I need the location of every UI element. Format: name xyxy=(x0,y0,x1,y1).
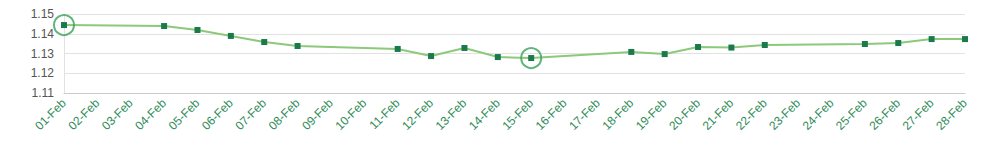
svg-text:24-Feb: 24-Feb xyxy=(800,96,837,133)
svg-text:17-Feb: 17-Feb xyxy=(566,96,603,133)
svg-text:10-Feb: 10-Feb xyxy=(333,96,370,133)
svg-text:27-Feb: 27-Feb xyxy=(900,96,937,133)
svg-text:1.11: 1.11 xyxy=(32,86,55,100)
svg-text:13-Feb: 13-Feb xyxy=(433,96,470,133)
svg-text:25-Feb: 25-Feb xyxy=(833,96,870,133)
svg-text:26-Feb: 26-Feb xyxy=(866,96,903,133)
svg-text:05-Feb: 05-Feb xyxy=(166,96,203,133)
svg-text:02-Feb: 02-Feb xyxy=(66,96,103,133)
svg-text:11-Feb: 11-Feb xyxy=(367,96,403,132)
svg-text:19-Feb: 19-Feb xyxy=(633,96,670,133)
svg-text:12-Feb: 12-Feb xyxy=(399,96,436,133)
svg-text:03-Feb: 03-Feb xyxy=(99,96,136,133)
svg-text:20-Feb: 20-Feb xyxy=(666,96,703,133)
svg-text:16-Feb: 16-Feb xyxy=(533,96,570,133)
svg-text:04-Feb: 04-Feb xyxy=(132,96,169,133)
svg-text:08-Feb: 08-Feb xyxy=(266,96,303,133)
svg-text:07-Feb: 07-Feb xyxy=(232,96,269,133)
svg-text:1.12: 1.12 xyxy=(31,66,55,80)
svg-text:15-Feb: 15-Feb xyxy=(499,96,536,133)
svg-text:21-Feb: 21-Feb xyxy=(700,96,737,133)
svg-text:14-Feb: 14-Feb xyxy=(466,96,503,133)
svg-text:18-Feb: 18-Feb xyxy=(599,96,636,133)
svg-text:06-Feb: 06-Feb xyxy=(199,96,236,133)
svg-text:1.13: 1.13 xyxy=(31,47,55,61)
svg-text:28-Feb: 28-Feb xyxy=(933,96,970,133)
svg-text:01-Feb: 01-Feb xyxy=(32,96,69,133)
svg-text:1.15: 1.15 xyxy=(31,7,55,21)
svg-text:22-Feb: 22-Feb xyxy=(733,96,770,133)
svg-text:09-Feb: 09-Feb xyxy=(299,96,336,133)
svg-text:1.14: 1.14 xyxy=(31,27,55,41)
svg-text:23-Feb: 23-Feb xyxy=(766,96,803,133)
